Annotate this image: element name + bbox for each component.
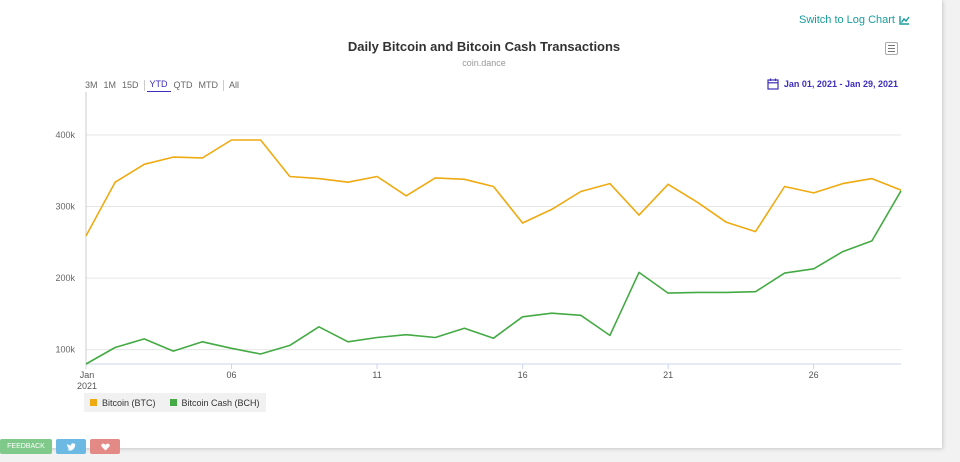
legend-item-bch[interactable]: Bitcoin Cash (BCH) [169, 397, 260, 408]
date-range-picker[interactable]: Jan 01, 2021 - Jan 29, 2021 [767, 78, 898, 90]
range-button-1m[interactable]: 1M [103, 79, 117, 90]
legend-label-bch: Bitcoin Cash (BCH) [181, 397, 260, 408]
date-range-label: Jan 01, 2021 - Jan 29, 2021 [783, 79, 898, 89]
x-tick-label: 26 [809, 370, 819, 380]
chart-subtitle: coin.dance [462, 58, 506, 68]
range-separator [143, 79, 145, 91]
x-tick-label: 2021 [77, 381, 97, 391]
y-tick-label: 100k [55, 345, 75, 355]
range-button-mtd[interactable]: MTD [198, 79, 219, 90]
series-line-btc [85, 139, 902, 237]
chart-legend: Bitcoin (BTC) Bitcoin Cash (BCH) [84, 393, 266, 412]
area-chart-icon [899, 16, 910, 25]
x-tick-label: 11 [372, 370, 381, 380]
range-button-all[interactable]: All [229, 79, 240, 90]
chart-card: Switch to Log Chart Daily Bitcoin and Bi… [0, 0, 942, 448]
calendar-icon [767, 78, 779, 90]
range-button-15d[interactable]: 15D [122, 79, 139, 90]
log-chart-switch[interactable]: Switch to Log Chart [799, 14, 910, 26]
range-selector: 3M 1M 15D YTD QTD MTD All [85, 78, 242, 92]
twitter-button[interactable] [56, 439, 86, 454]
legend-swatch-bch [169, 399, 177, 406]
x-tick-label: 06 [227, 370, 237, 380]
legend-item-btc[interactable]: Bitcoin (BTC) [90, 398, 156, 408]
range-button-ytd[interactable]: YTD [146, 78, 171, 92]
donate-button[interactable] [90, 439, 120, 454]
log-chart-switch-label: Switch to Log Chart [799, 14, 895, 26]
x-tick-label: 16 [518, 370, 528, 380]
x-tick-label: 21 [663, 370, 673, 380]
x-tick-label: Jan [80, 370, 95, 380]
hamburger-icon [888, 45, 895, 46]
y-tick-label: 300k [55, 202, 75, 212]
social-bar: FEEDBACK [0, 439, 120, 454]
legend-swatch-btc [90, 399, 97, 406]
series-line-bch [85, 190, 902, 365]
legend-label-btc: Bitcoin (BTC) [102, 397, 156, 408]
chart-title: Daily Bitcoin and Bitcoin Cash Transacti… [347, 39, 621, 54]
range-button-3m[interactable]: 3M [85, 79, 98, 90]
twitter-icon [66, 442, 75, 451]
feedback-button[interactable]: FEEDBACK [0, 439, 52, 454]
y-tick-label: 400k [55, 130, 75, 140]
range-separator [223, 79, 225, 91]
range-button-qtd[interactable]: QTD [173, 79, 193, 90]
chart-menu-button[interactable] [885, 42, 898, 55]
y-tick-label: 200k [55, 273, 75, 283]
heart-icon [100, 443, 110, 450]
